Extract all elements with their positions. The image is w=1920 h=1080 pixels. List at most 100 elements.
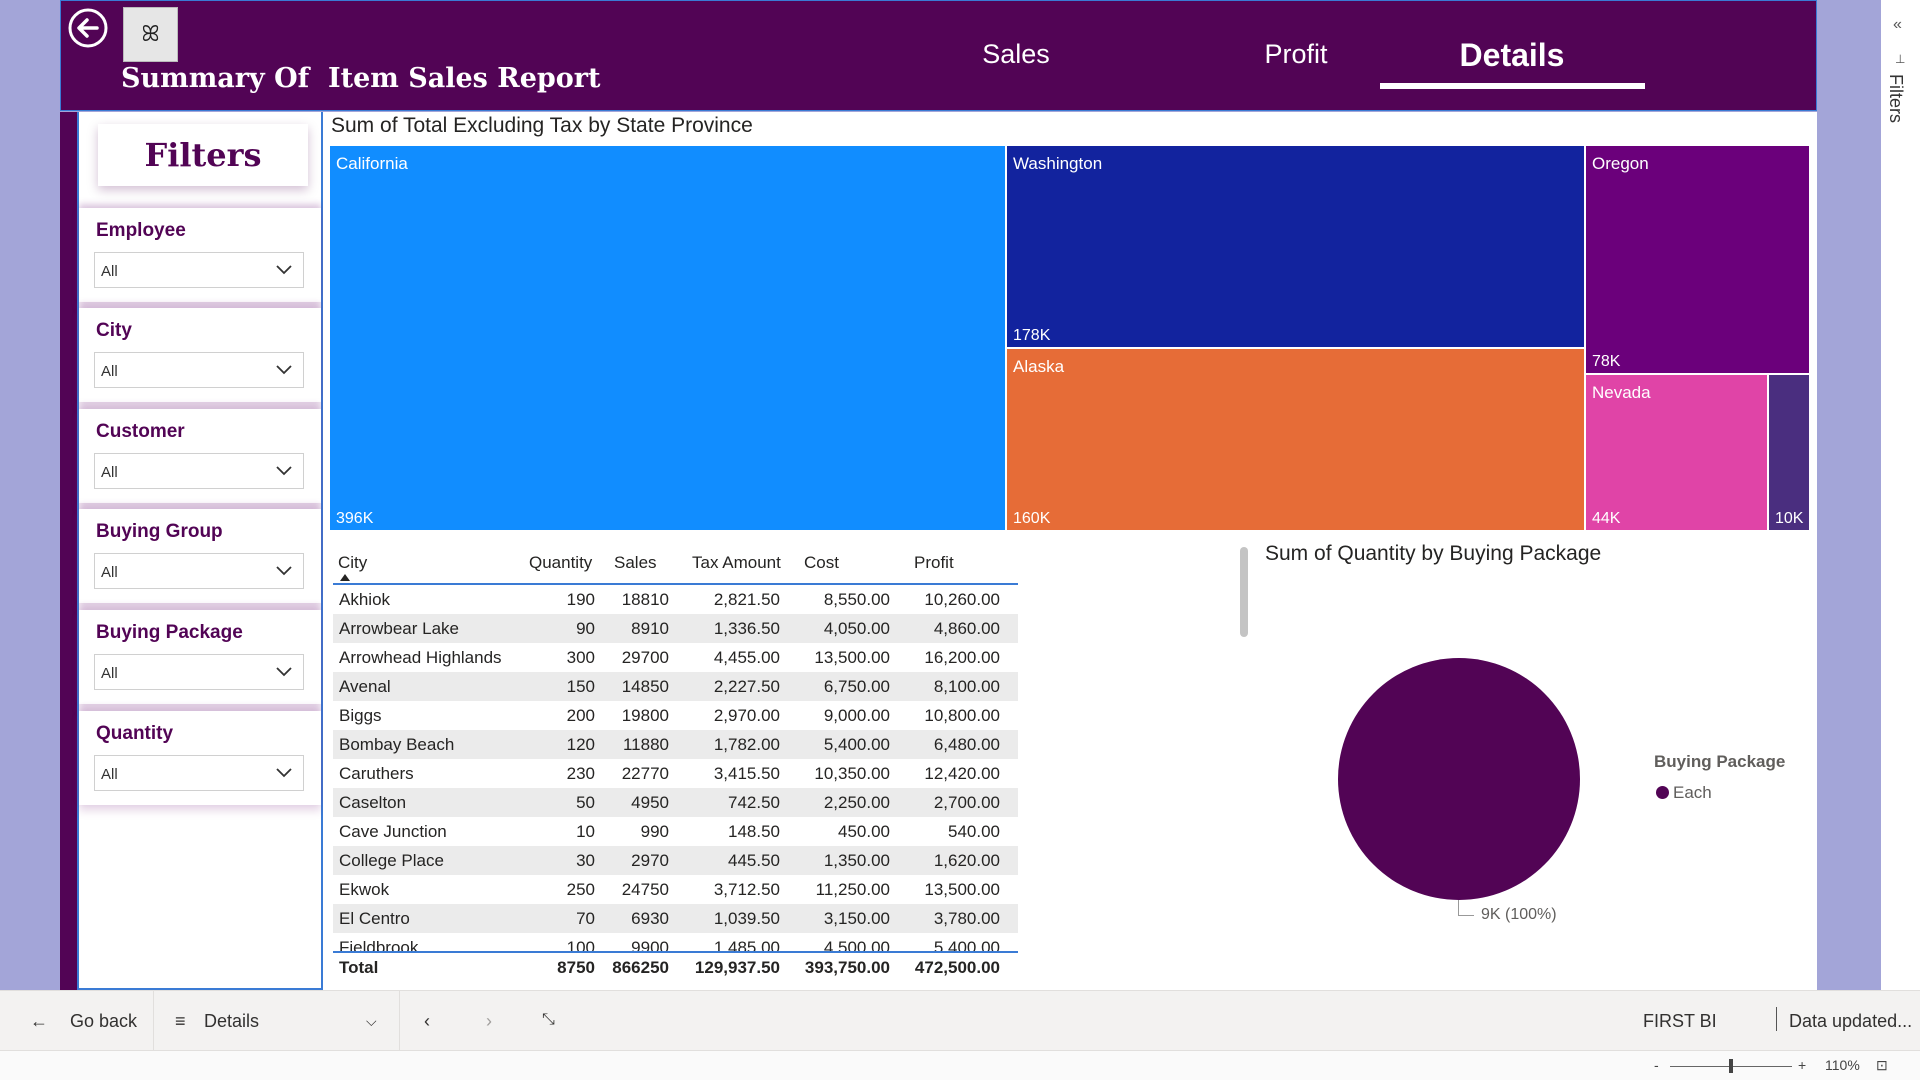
cell-quantity: 50 <box>576 793 595 812</box>
customer-dropdown[interactable]: All <box>94 453 304 489</box>
cell-city: Ekwok <box>339 880 390 899</box>
tab-sales[interactable]: Sales <box>982 39 1050 69</box>
treemap-tile-other[interactable]: 10K <box>1769 375 1811 532</box>
cell-tax-amount: 2,970.00 <box>713 706 780 725</box>
table-row[interactable]: Caselton 50 4950 742.50 2,250.00 2,700.00 <box>333 788 1018 817</box>
right-gutter <box>1817 0 1881 990</box>
next-page-icon[interactable]: › <box>486 1011 492 1031</box>
table-row[interactable]: Cave Junction 10 990 148.50 450.00 540.00 <box>333 817 1018 846</box>
data-updated-status: Data updated... <box>1789 1011 1913 1031</box>
column-header-quantity[interactable]: Quantity <box>529 553 593 572</box>
total-cost: 393,750.00 <box>804 958 890 977</box>
fit-to-page-icon[interactable]: ⊡ <box>1876 1057 1888 1073</box>
expand-chevron-icon[interactable]: « <box>1893 16 1902 33</box>
filters-title: Filters <box>98 124 308 186</box>
filters-rail-label: Filters <box>1886 74 1906 123</box>
tile-name: California <box>336 154 408 173</box>
table-row[interactable]: Biggs 200 19800 2,970.00 9,000.00 10,800.00 <box>333 701 1018 730</box>
cell-quantity: 300 <box>566 648 595 667</box>
table-row[interactable]: El Centro 70 6930 1,039.50 3,150.00 3,780.00 <box>333 904 1018 933</box>
chevron-down-icon[interactable]: ⌵ <box>366 1013 377 1029</box>
column-header-city[interactable]: City <box>338 553 368 572</box>
tile-value: 44K <box>1592 510 1621 527</box>
cell-cost: 9,000.00 <box>823 706 890 725</box>
logo-glyph: ꕤ <box>141 22 160 47</box>
cell-profit: 1,620.00 <box>933 851 1000 870</box>
table-scrollbar[interactable] <box>1240 547 1248 637</box>
page-select[interactable]: Details <box>204 1011 260 1031</box>
fullscreen-exit-icon[interactable]: ⤡ <box>542 1011 555 1028</box>
cell-profit: 3,780.00 <box>933 909 1000 928</box>
cell-profit: 10,260.00 <box>924 590 1000 609</box>
cell-sales: 9900 <box>631 938 669 953</box>
table-row[interactable]: Arrowhead Highlands 300 29700 4,455.00 13,50… <box>333 643 1018 672</box>
previous-page-icon[interactable]: ‹ <box>424 1011 430 1031</box>
back-arrow-icon[interactable] <box>67 7 109 49</box>
bottom-toolbar: ← Go back ≡ Details ⌵ ‹ › ⤡ FIRST BI Dat… <box>0 990 1920 1051</box>
treemap-tile-oregon[interactable]: Oregon 78K <box>1586 146 1811 375</box>
cell-cost: 8,550.00 <box>823 590 890 609</box>
column-header-cost[interactable]: Cost <box>804 553 839 572</box>
cell-quantity: 230 <box>566 764 595 783</box>
sort-ascending-icon <box>340 574 350 581</box>
zoom-slider-thumb[interactable] <box>1729 1059 1733 1073</box>
table-row[interactable]: Akhiok 190 18810 2,821.50 8,550.00 10,260.00 <box>333 585 1018 614</box>
cell-sales: 2970 <box>631 851 669 870</box>
table-row[interactable]: Arrowbear Lake 90 8910 1,336.50 4,050.00 4,86… <box>333 614 1018 643</box>
tile-value: 78K <box>1592 353 1621 370</box>
table-row[interactable]: Fieldbrook 100 9900 1,485.00 4,500.00 5,400.0… <box>333 933 1018 953</box>
filter-icon: ⊥ <box>1895 52 1906 66</box>
cell-quantity: 70 <box>576 909 595 928</box>
cell-cost: 2,250.00 <box>823 793 890 812</box>
tile-value: 10K <box>1775 510 1804 527</box>
cell-quantity: 120 <box>566 735 595 754</box>
pie-slice-each[interactable] <box>1338 658 1580 900</box>
tab-details[interactable]: Details <box>1459 37 1565 73</box>
quantity-dropdown[interactable]: All <box>94 755 304 791</box>
buying-group-dropdown[interactable]: All <box>94 553 304 589</box>
legend-item-each[interactable]: Each <box>1673 783 1712 802</box>
table-body: Akhiok 190 18810 2,821.50 8,550.00 10,260.00 A… <box>333 585 1018 953</box>
treemap-tile-nevada[interactable]: Nevada 44K <box>1586 375 1769 532</box>
treemap-tile-california[interactable]: California 396K <box>330 146 1007 532</box>
page-list-icon: ≡ <box>175 1011 186 1031</box>
legend-title: Buying Package <box>1654 752 1786 771</box>
cell-profit: 10,800.00 <box>924 706 1000 725</box>
status-bar: - + 110% ⊡ <box>0 1050 1920 1080</box>
column-header-profit[interactable]: Profit <box>914 553 954 572</box>
table-row[interactable]: College Place 30 2970 445.50 1,350.00 1,620.0… <box>333 846 1018 875</box>
zoom-level: 110% <box>1825 1057 1860 1073</box>
left-accent-strip <box>60 112 77 990</box>
employee-dropdown[interactable]: All <box>94 252 304 288</box>
buying-package-dropdown[interactable]: All <box>94 654 304 690</box>
go-back-arrow-icon[interactable]: ← <box>30 1011 48 1031</box>
treemap-tile-washington[interactable]: Washington 178K <box>1007 146 1586 349</box>
cell-profit: 2,700.00 <box>933 793 1000 812</box>
go-back-button[interactable]: Go back <box>70 1011 138 1031</box>
report-header: ꕤ Summary Of Item Sales Report Sales Pro… <box>60 0 1817 111</box>
table-row[interactable]: Bombay Beach 120 11880 1,782.00 5,400.00 6,48… <box>333 730 1018 759</box>
city-dropdown[interactable]: All <box>94 352 304 388</box>
tile-name: Nevada <box>1592 383 1651 402</box>
cell-tax-amount: 1,782.00 <box>713 735 780 754</box>
cell-tax-amount: 2,227.50 <box>713 677 780 696</box>
treemap-tile-alaska[interactable]: Alaska 160K <box>1007 349 1586 532</box>
column-header-tax-amount[interactable]: Tax Amount <box>692 553 781 572</box>
cell-sales: 4950 <box>631 793 669 812</box>
tab-profit[interactable]: Profit <box>1264 39 1328 69</box>
cell-city: College Place <box>339 851 444 870</box>
cell-profit: 540.00 <box>948 822 1000 841</box>
column-header-sales[interactable]: Sales <box>614 553 657 572</box>
table-row[interactable]: Ekwok 250 24750 3,712.50 11,250.00 13,500.00 <box>333 875 1018 904</box>
slicer-label: Buying Package <box>96 622 243 643</box>
treemap-title: Sum of Total Excluding Tax by State Prov… <box>331 114 753 137</box>
cell-tax-amount: 1,039.50 <box>713 909 780 928</box>
cell-profit: 13,500.00 <box>924 880 1000 899</box>
table-row[interactable]: Avenal 150 14850 2,227.50 6,750.00 8,100.00 <box>333 672 1018 701</box>
cell-quantity: 190 <box>566 590 595 609</box>
zoom-out-icon[interactable]: - <box>1654 1057 1659 1073</box>
filters-pane-collapsed[interactable]: « ⊥ Filters <box>1881 0 1920 990</box>
table-row[interactable]: Caruthers 230 22770 3,415.50 10,350.00 12,420… <box>333 759 1018 788</box>
zoom-in-icon[interactable]: + <box>1798 1057 1807 1073</box>
total-label: Total <box>339 958 379 977</box>
